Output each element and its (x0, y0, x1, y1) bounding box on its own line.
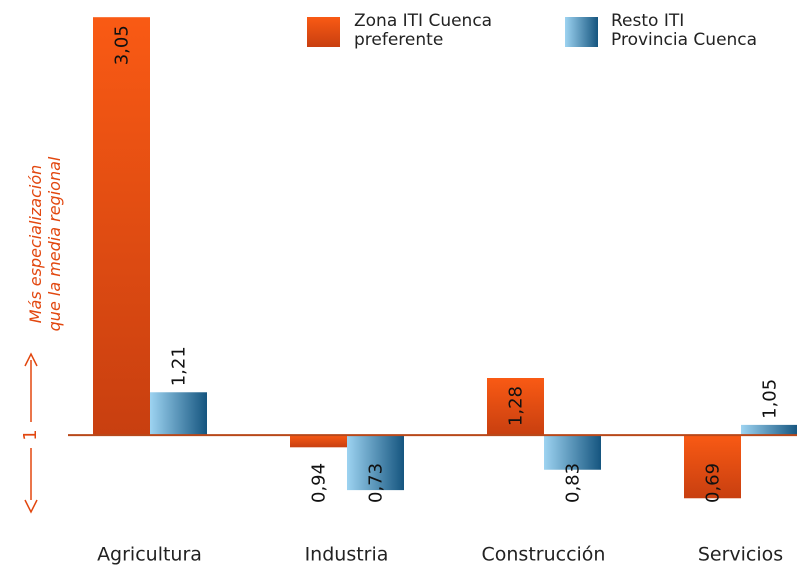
bar (290, 435, 347, 448)
value-label: 1,21 (169, 346, 190, 386)
value-label: 1,05 (760, 379, 781, 419)
value-label: 0,94 (309, 463, 330, 503)
bar (93, 17, 150, 436)
value-label: 0,69 (703, 463, 724, 503)
x-tick-label: Servicios (698, 544, 783, 565)
value-label: 3,05 (112, 25, 133, 65)
bar (150, 392, 207, 436)
legend-swatch (307, 17, 340, 47)
bar (741, 424, 797, 436)
annotation: Más especialización que la media regiona… (26, 156, 64, 332)
legend-label: Resto ITI Provincia Cuenca (611, 11, 758, 50)
bar (684, 435, 741, 499)
bar (487, 378, 544, 436)
legend-label: Zona ITI Cuenca preferente (354, 11, 493, 50)
x-tick-label: Construcción (482, 544, 606, 565)
legend-swatch (565, 17, 598, 47)
value-label: 1,28 (506, 386, 527, 426)
x-tick-label: Agricultura (97, 544, 202, 565)
y-tick-label: 1 (20, 429, 41, 440)
x-tick-label: Industria (305, 544, 389, 565)
bar (544, 435, 601, 470)
value-label: 0,73 (366, 463, 387, 503)
bar (347, 435, 404, 491)
value-label: 0,83 (563, 463, 584, 503)
axis-arrows (24, 352, 38, 514)
